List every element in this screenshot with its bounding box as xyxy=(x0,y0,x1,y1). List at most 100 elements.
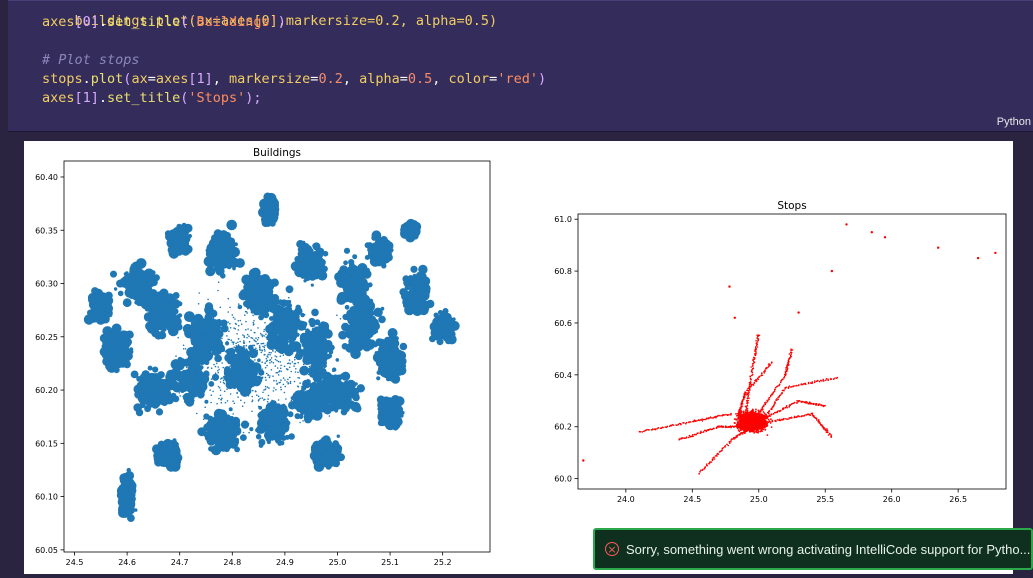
building-point xyxy=(248,395,250,397)
building-point xyxy=(267,398,269,400)
building-point xyxy=(219,387,221,389)
building-point xyxy=(116,280,121,285)
building-point xyxy=(200,360,202,362)
building-point xyxy=(381,240,386,245)
y-tick-label: 60.35 xyxy=(35,226,58,235)
token: . xyxy=(83,71,91,87)
building-point xyxy=(293,399,295,401)
building-point xyxy=(123,298,132,307)
building-point xyxy=(263,312,269,318)
building-point xyxy=(254,340,256,342)
language-label[interactable]: Python xyxy=(997,116,1031,128)
token: , xyxy=(343,71,359,87)
building-point xyxy=(295,371,297,373)
building-point xyxy=(413,274,417,278)
building-point xyxy=(184,393,194,403)
building-point xyxy=(294,357,296,359)
building-point xyxy=(103,309,112,318)
building-point xyxy=(258,314,260,316)
building-point xyxy=(266,365,268,367)
building-point xyxy=(230,352,232,354)
building-point xyxy=(298,247,303,252)
building-point xyxy=(299,347,301,349)
token: plot xyxy=(91,71,124,87)
building-point xyxy=(284,379,286,381)
building-point xyxy=(289,350,291,352)
building-point xyxy=(246,348,248,350)
building-point xyxy=(273,387,275,389)
building-point xyxy=(205,266,215,276)
building-point xyxy=(265,386,267,388)
building-point xyxy=(280,379,282,381)
building-point xyxy=(236,365,238,367)
building-point xyxy=(256,352,258,354)
building-point xyxy=(246,371,248,373)
building-point xyxy=(234,432,238,436)
code-cell[interactable]: buildings.plot(ax=axes[0],markersize=0.2… xyxy=(8,0,1033,132)
building-point xyxy=(319,338,321,340)
building-point xyxy=(319,368,327,376)
building-point xyxy=(210,352,212,354)
building-point xyxy=(298,386,300,388)
building-point xyxy=(200,342,202,344)
building-point xyxy=(227,400,229,402)
building-point xyxy=(334,408,338,412)
building-point xyxy=(248,432,250,434)
building-point xyxy=(212,382,214,384)
building-point xyxy=(229,439,237,447)
building-point xyxy=(201,339,203,341)
y-tick-label: 60.25 xyxy=(35,333,58,342)
building-point xyxy=(291,337,293,339)
x-tick-label: 24.6 xyxy=(118,558,136,567)
building-point xyxy=(310,254,314,258)
token: = xyxy=(400,71,408,87)
building-point xyxy=(280,368,282,370)
building-point xyxy=(311,401,313,403)
building-point xyxy=(441,322,450,331)
building-point xyxy=(269,332,271,334)
building-point xyxy=(442,310,446,314)
building-point xyxy=(218,369,220,371)
building-point xyxy=(278,308,280,310)
building-point xyxy=(271,357,273,359)
building-point xyxy=(354,291,360,297)
building-point xyxy=(214,347,216,349)
building-point xyxy=(253,320,255,322)
building-point xyxy=(219,254,225,260)
building-point xyxy=(434,313,439,318)
building-point xyxy=(237,371,239,373)
building-point xyxy=(236,369,238,371)
building-point xyxy=(311,284,314,287)
building-point xyxy=(252,367,254,369)
building-point xyxy=(269,377,271,379)
building-point xyxy=(160,296,164,300)
building-point xyxy=(218,372,220,374)
building-point xyxy=(243,358,245,360)
building-point xyxy=(258,399,260,401)
building-point xyxy=(218,328,220,330)
building-point xyxy=(254,359,256,361)
building-point xyxy=(221,397,223,399)
building-point xyxy=(264,349,266,351)
building-point xyxy=(285,398,287,400)
building-point xyxy=(268,395,270,397)
building-point xyxy=(308,412,316,420)
building-point xyxy=(263,331,265,333)
building-point xyxy=(205,351,207,353)
building-point xyxy=(309,366,311,368)
building-point xyxy=(273,380,275,382)
building-point xyxy=(291,398,293,400)
building-point xyxy=(266,327,268,329)
building-point xyxy=(211,378,213,380)
building-point xyxy=(272,422,274,424)
building-point xyxy=(243,291,245,293)
building-point xyxy=(389,372,393,376)
x-tick-label: 25.1 xyxy=(381,558,399,567)
building-point xyxy=(296,344,298,346)
building-point xyxy=(281,314,283,316)
building-point xyxy=(295,368,297,370)
building-point xyxy=(234,377,236,379)
building-point xyxy=(261,314,263,316)
building-point xyxy=(314,381,316,383)
building-point xyxy=(269,216,273,220)
